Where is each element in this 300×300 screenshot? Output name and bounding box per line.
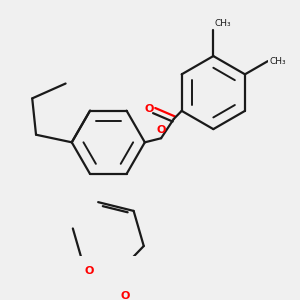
Text: CH₃: CH₃ bbox=[214, 19, 231, 28]
Text: O: O bbox=[145, 103, 154, 114]
Text: O: O bbox=[85, 266, 94, 276]
Text: O: O bbox=[156, 125, 166, 135]
Text: O: O bbox=[121, 291, 130, 300]
Text: CH₃: CH₃ bbox=[270, 57, 286, 66]
